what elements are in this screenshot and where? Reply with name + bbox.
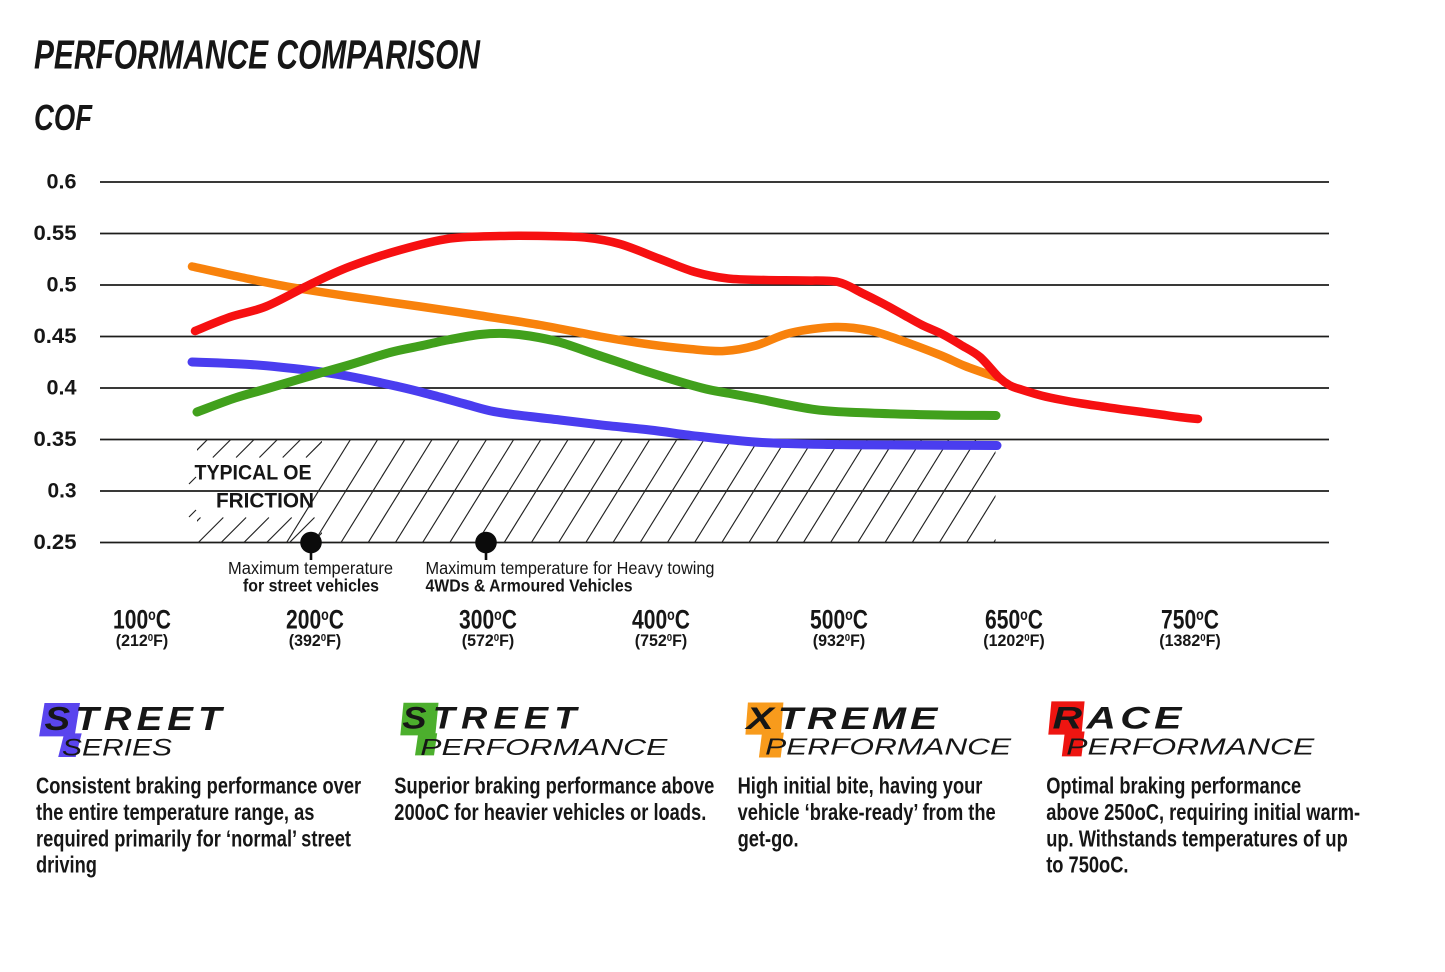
svg-text:0.3: 0.3 (48, 479, 77, 502)
svg-text:the entire temperature range,: the entire temperature range, as (36, 800, 314, 826)
svg-text:High initial bite, having your: High initial bite, having your (738, 773, 983, 799)
svg-text:PERFORMANCE: PERFORMANCE (1066, 734, 1315, 760)
svg-text:0.45: 0.45 (34, 325, 77, 348)
svg-text:get-go.: get-go. (738, 826, 799, 852)
svg-text:driving: driving (36, 853, 97, 879)
svg-text:(12020F): (12020F) (983, 632, 1044, 650)
svg-text:COF: COF (34, 97, 93, 138)
svg-text:SERIES: SERIES (62, 735, 173, 762)
svg-text:200oC for heavier vehicles or: 200oC for heavier vehicles or loads. (394, 800, 706, 826)
svg-text:Consistent braking performance: Consistent braking performance over (36, 773, 361, 799)
svg-text:FRICTION: FRICTION (216, 489, 314, 513)
svg-text:650oC: 650oC (985, 605, 1043, 635)
svg-text:PERFORMANCE: PERFORMANCE (765, 734, 1012, 760)
svg-text:Maximum temperature: Maximum temperature (228, 558, 393, 578)
svg-text:required primarily for ‘normal: required primarily for ‘normal’ street (36, 826, 351, 852)
svg-text:vehicle ‘brake-ready’ from the: vehicle ‘brake-ready’ from the (738, 800, 996, 826)
svg-text:0.25: 0.25 (34, 531, 77, 554)
svg-text:TYPICAL OE: TYPICAL OE (195, 460, 312, 484)
svg-text:to 750oC.: to 750oC. (1046, 853, 1128, 879)
svg-text:(5720F): (5720F) (462, 632, 515, 650)
svg-text:PERFORMANCE: PERFORMANCE (420, 734, 668, 760)
svg-text:Maximum temperature for Heavy: Maximum temperature for Heavy towing (426, 558, 715, 578)
svg-text:(9320F): (9320F) (813, 632, 866, 650)
svg-text:(2120F): (2120F) (116, 632, 169, 650)
svg-text:above 250oC, requiring initial: above 250oC, requiring initial warm- (1046, 800, 1360, 826)
svg-text:(3920F): (3920F) (289, 632, 342, 650)
svg-text:100oC: 100oC (113, 605, 171, 635)
svg-text:(13820F): (13820F) (1159, 632, 1220, 650)
svg-text:up. Withstands temperatures of: up. Withstands temperatures of up (1046, 826, 1348, 852)
svg-text:300oC: 300oC (459, 605, 517, 635)
svg-text:200oC: 200oC (286, 605, 344, 635)
svg-text:Superior braking performance a: Superior braking performance above (394, 773, 714, 799)
svg-text:0.35: 0.35 (34, 428, 77, 451)
svg-text:500oC: 500oC (810, 605, 868, 635)
svg-text:400oC: 400oC (632, 605, 690, 635)
svg-text:(7520F): (7520F) (635, 632, 688, 650)
svg-text:XTREME: XTREME (744, 701, 939, 736)
svg-text:0.5: 0.5 (47, 273, 77, 296)
svg-text:0.6: 0.6 (47, 170, 77, 193)
svg-text:PERFORMANCE COMPARISON: PERFORMANCE COMPARISON (34, 31, 481, 77)
svg-text:0.55: 0.55 (34, 222, 77, 245)
svg-text:for street vehicles: for street vehicles (243, 576, 379, 596)
svg-text:Optimal braking performance: Optimal braking performance (1046, 773, 1301, 799)
svg-text:4WDs & Armoured Vehicles: 4WDs & Armoured Vehicles (426, 576, 633, 596)
svg-text:0.4: 0.4 (47, 376, 77, 399)
svg-text:750oC: 750oC (1161, 605, 1219, 635)
